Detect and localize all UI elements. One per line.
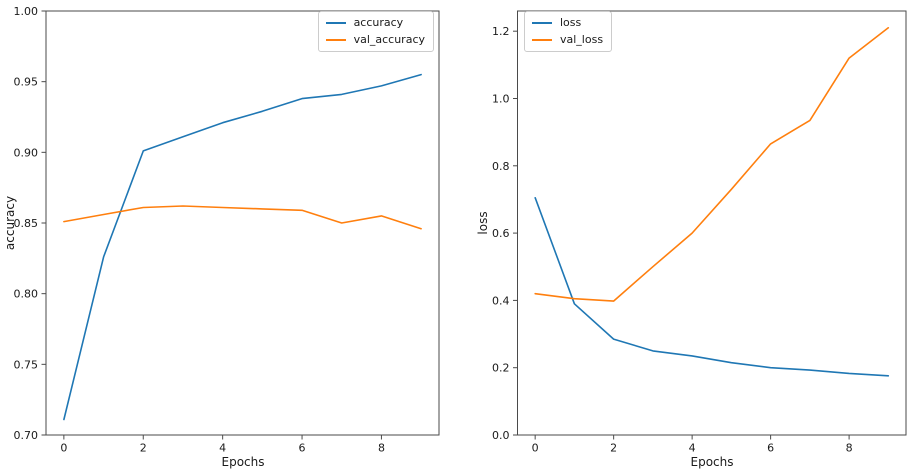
- x-tick-label: 8: [846, 442, 853, 455]
- accuracy-x-axis-label: Epochs: [221, 455, 265, 469]
- y-tick-label: 0.4: [492, 294, 510, 307]
- accuracy-line: [63, 73, 422, 421]
- x-tick-label: 8: [378, 442, 385, 455]
- loss-y-axis-label: loss: [476, 211, 490, 235]
- legend-row: val_accuracy: [325, 33, 425, 47]
- y-tick-label: 0.70: [14, 429, 39, 442]
- legend-label-loss: loss: [560, 16, 582, 29]
- val_accuracy-line: [63, 205, 422, 230]
- val-loss-line-swatch: [532, 39, 552, 41]
- x-tick-label: 0: [532, 442, 539, 455]
- y-tick-label: 1.2: [492, 25, 510, 38]
- legend-label-accuracy: accuracy: [353, 16, 404, 29]
- legend-label-val-accuracy: val_accuracy: [353, 33, 425, 46]
- x-tick-label: 4: [689, 442, 696, 455]
- accuracy-y-axis-label: accuracy: [3, 195, 17, 251]
- y-tick-label: 0.95: [14, 76, 39, 89]
- y-tick-label: 0.8: [492, 160, 510, 173]
- loss-plot: 0 2 4 6 8 0.0 0.2 0.4 0.6 0.8 1.0 1.2: [492, 10, 907, 455]
- legend-row: accuracy: [325, 16, 425, 30]
- x-tick-label: 2: [140, 442, 147, 455]
- y-tick-label: 0.0: [492, 429, 510, 442]
- y-tick-label: 1.00: [14, 5, 39, 18]
- y-tick-label: 0.2: [492, 362, 510, 375]
- y-tick-label: 0.85: [14, 217, 39, 230]
- val_loss-line: [534, 26, 890, 302]
- loss-line: [534, 197, 890, 377]
- accuracy-legend: accuracy val_accuracy: [317, 11, 434, 52]
- loss-x-axis-label: Epochs: [690, 455, 734, 469]
- x-tick-label: 6: [767, 442, 774, 455]
- accuracy-plot: 0 2 4 6 8 0.70 0.75 0.80 0.85 0.90 0.95 1.00: [14, 5, 440, 455]
- x-tick-label: 6: [299, 442, 306, 455]
- y-tick-label: 0.80: [14, 288, 39, 301]
- y-tick-label: 1.0: [492, 92, 510, 105]
- legend-row: val_loss: [532, 33, 603, 47]
- legend-label-val-loss: val_loss: [560, 33, 604, 46]
- y-tick-label: 0.75: [14, 358, 39, 371]
- val-accuracy-line-swatch: [325, 39, 346, 41]
- loss-legend: loss val_loss: [524, 11, 613, 52]
- loss-line-swatch: [532, 22, 552, 24]
- x-tick-label: 2: [610, 442, 617, 455]
- x-tick-label: 0: [60, 442, 67, 455]
- accuracy-line-swatch: [325, 22, 346, 24]
- y-tick-label: 0.90: [14, 146, 39, 159]
- y-tick-label: 0.6: [492, 227, 510, 240]
- x-tick-label: 4: [219, 442, 226, 455]
- legend-row: loss: [532, 16, 603, 30]
